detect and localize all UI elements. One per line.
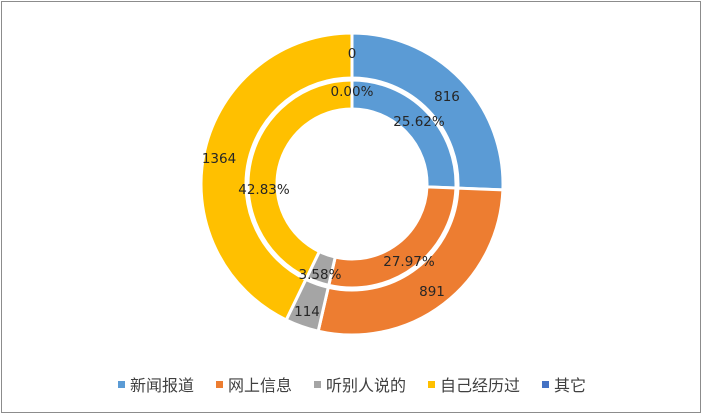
legend-swatch-icon xyxy=(542,380,550,388)
outer-data-label: 114 xyxy=(294,304,320,320)
outer-data-label: 816 xyxy=(434,89,460,105)
legend-label: 听别人说的 xyxy=(325,376,406,395)
outer-data-label: 0 xyxy=(348,46,357,62)
inner-data-label: 42.83% xyxy=(238,182,290,198)
legend-label: 新闻报道 xyxy=(129,376,194,395)
legend-swatch-icon xyxy=(215,380,223,388)
legend-item-experienced[interactable]: 自己经历过 xyxy=(428,372,520,396)
inner-ring-segment[interactable] xyxy=(246,78,354,280)
inner-data-label: 0.00% xyxy=(331,84,374,100)
legend-label: 网上信息 xyxy=(227,376,292,395)
legend-item-hearsay[interactable]: 听别人说的 xyxy=(313,372,406,396)
outer-data-label: 1364 xyxy=(202,151,236,167)
outer-data-label: 891 xyxy=(419,284,445,300)
legend-item-other[interactable]: 其它 xyxy=(542,372,586,396)
outer-ring-segment[interactable] xyxy=(199,31,354,322)
legend-label: 自己经历过 xyxy=(440,376,521,395)
chart-legend: 新闻报道 网上信息 听别人说的 自己经历过 其它 xyxy=(0,370,704,398)
chart-data-labels: 816 891 114 1364 0 25.62% 27.97% 3.58% 42.83% 0.0… xyxy=(202,46,460,320)
chart-rings xyxy=(199,31,505,337)
inner-data-label: 27.97% xyxy=(383,254,435,270)
legend-swatch-icon xyxy=(117,380,125,388)
inner-data-label: 25.62% xyxy=(393,114,445,130)
legend-label: 其它 xyxy=(554,376,587,395)
legend-swatch-icon xyxy=(313,380,321,388)
legend-item-online[interactable]: 网上信息 xyxy=(215,372,292,396)
legend-item-news[interactable]: 新闻报道 xyxy=(117,372,194,396)
legend-swatch-icon xyxy=(428,380,435,388)
inner-data-label: 3.58% xyxy=(299,267,342,283)
